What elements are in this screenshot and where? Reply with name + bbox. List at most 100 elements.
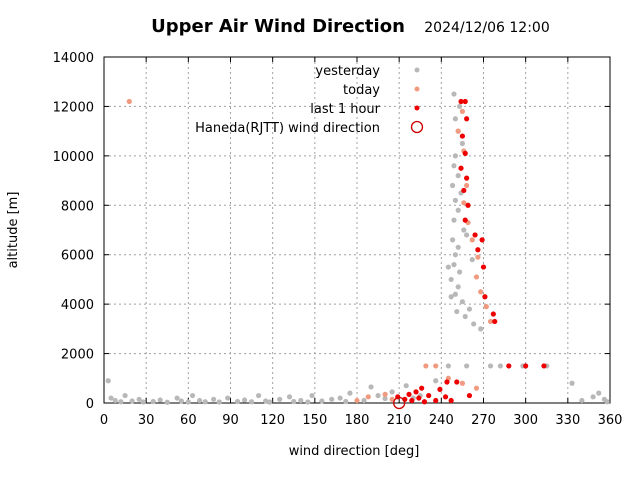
data-point [455, 284, 461, 290]
data-point [444, 379, 450, 385]
data-point [452, 291, 458, 297]
data-point [416, 395, 422, 401]
data-point [480, 264, 487, 270]
data-point [354, 397, 360, 404]
data-point [457, 103, 463, 110]
data-point [449, 182, 456, 189]
data-point [462, 98, 468, 105]
y-tick-label: 8000 [61, 199, 94, 214]
data-point [178, 398, 184, 404]
data-point [457, 269, 463, 275]
data-point [185, 399, 191, 405]
data-point [305, 399, 311, 405]
y-axis-label: altitude [m] [6, 192, 21, 269]
x-axis-ticks: 0 30 60 90 120 150 180 210 240 270 300 330 360 [100, 57, 623, 428]
y-axis-ticks: 0 2000 4000 6000 8000 10000 12000 14000 [53, 51, 610, 412]
data-point [129, 398, 135, 404]
data-point [389, 396, 395, 402]
data-point [291, 398, 297, 405]
data-point [136, 396, 142, 402]
data-point [216, 399, 222, 405]
data-point [382, 395, 388, 402]
data-point [596, 390, 602, 396]
data-point [449, 237, 456, 243]
y-tick-label: 14000 [53, 51, 94, 66]
data-point [234, 398, 241, 405]
data-point [451, 262, 457, 268]
data-point [309, 392, 315, 399]
data-point [389, 389, 395, 395]
data-point [164, 399, 170, 405]
x-tick-label: 360 [598, 413, 623, 428]
data-point [475, 247, 481, 253]
data-point [459, 108, 466, 114]
data-point [248, 399, 255, 405]
data-point [459, 140, 466, 147]
data-point [442, 394, 449, 400]
data-point [298, 397, 304, 404]
data-point [473, 385, 480, 391]
data-point [329, 396, 335, 402]
data-point [286, 394, 293, 400]
data-point [455, 207, 461, 213]
data-point [459, 380, 466, 386]
haneda-wind-marker [393, 396, 406, 410]
legend-label-yesterday: yesterday [315, 64, 380, 79]
data-point [455, 244, 461, 250]
data-point [461, 200, 467, 206]
data-point [277, 396, 283, 402]
data-point [458, 165, 464, 171]
data-point [473, 274, 480, 280]
data-point [464, 116, 470, 122]
x-tick-label: 330 [555, 413, 580, 428]
data-point [105, 378, 111, 384]
data-point [465, 202, 471, 208]
x-tick-label: 150 [302, 413, 327, 428]
legend-marker-last-hour [414, 105, 420, 111]
data-point [454, 308, 460, 315]
data-point [506, 363, 512, 369]
data-point [472, 232, 478, 238]
data-point [482, 294, 488, 300]
data-point [140, 399, 146, 405]
data-point [108, 395, 114, 401]
data-point [478, 326, 484, 332]
data-point [423, 363, 429, 369]
data-point [448, 397, 454, 404]
data-point [122, 392, 128, 399]
x-tick-label: 180 [345, 413, 370, 428]
y-tick-label: 4000 [61, 298, 94, 313]
x-tick-label: 120 [260, 413, 285, 428]
data-point [361, 397, 367, 404]
data-point [466, 392, 473, 399]
legend-marker-today [414, 86, 420, 92]
data-point [445, 264, 451, 270]
data-point [241, 397, 248, 403]
legend-marker-yesterday [414, 67, 420, 73]
data-point [471, 321, 477, 327]
chart-timestamp: 2024/12/06 12:00 [424, 20, 550, 36]
x-tick-label: 60 [180, 413, 197, 428]
series-today [126, 98, 494, 404]
data-point [452, 116, 458, 122]
data-point [112, 397, 118, 404]
data-point [225, 395, 231, 401]
data-points [105, 91, 610, 410]
data-point [365, 394, 371, 400]
data-point [347, 390, 353, 396]
data-point [466, 306, 473, 312]
x-tick-label: 270 [471, 413, 496, 428]
grid [104, 57, 610, 403]
data-point [464, 363, 470, 369]
data-point [478, 289, 484, 295]
data-point [452, 197, 458, 203]
data-point [126, 98, 132, 105]
data-point [267, 399, 273, 405]
x-tick-label: 240 [429, 413, 454, 428]
data-point [455, 128, 461, 134]
series-last-1-hour [395, 98, 547, 405]
legend: yesterday today last 1 hour Haneda(RJTT)… [195, 64, 424, 136]
data-point [451, 217, 457, 223]
data-point [445, 363, 451, 369]
data-point [426, 392, 432, 399]
